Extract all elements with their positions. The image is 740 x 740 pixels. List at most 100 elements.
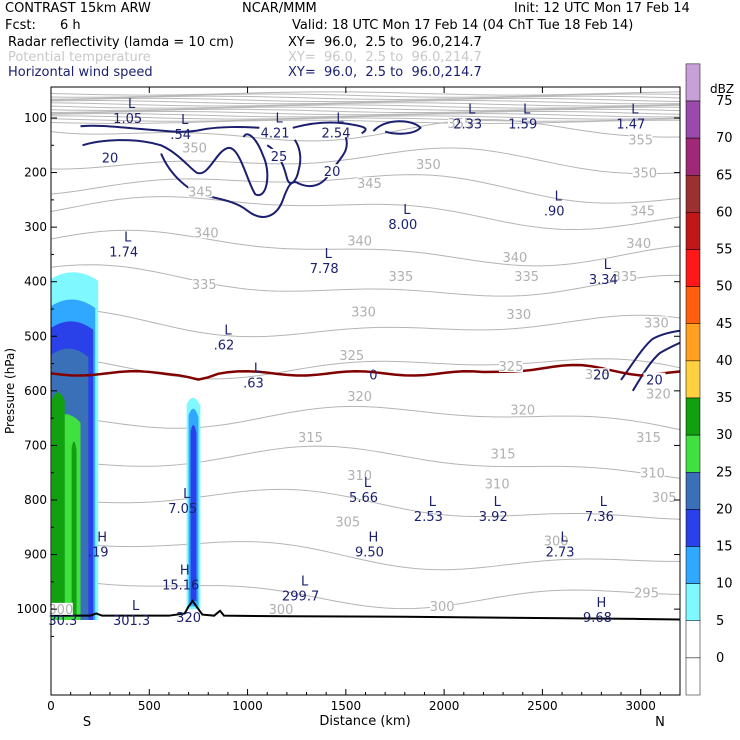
extremum-value: 0	[369, 368, 377, 383]
theta-label-bg	[630, 204, 655, 217]
colorbar-swatch	[685, 509, 701, 547]
colorbar-label: 55	[716, 243, 733, 258]
extremum-type: L	[403, 203, 411, 218]
extremum-type: L	[124, 231, 132, 246]
extremum-value: 7.36	[585, 510, 614, 525]
extremum-type: L	[336, 112, 344, 127]
extremum-type: L	[494, 495, 502, 510]
theta-label-bg	[188, 185, 213, 198]
theta-contours	[51, 91, 680, 610]
theta-label: 310	[485, 477, 510, 492]
colorbar-swatch	[685, 546, 701, 584]
zero-degree-line	[51, 363, 680, 381]
extremum-type: L	[181, 113, 189, 128]
extremum-value: 301.3	[113, 614, 150, 629]
colorbar-swatch	[685, 212, 701, 250]
theta-label: 315	[298, 431, 323, 446]
y-tick-label: 700	[24, 438, 47, 452]
y-tick-label: 500	[24, 329, 47, 343]
extremum-value: 2.54	[322, 127, 351, 142]
extremum-value: 1.47	[616, 117, 645, 132]
theta-label: 310	[347, 469, 372, 484]
zero-isotherm	[51, 363, 680, 381]
extremum-value: .54	[170, 128, 191, 143]
extremum-value: 2.33	[453, 117, 482, 132]
theta-label: 305	[335, 516, 360, 531]
extremum-type: L	[600, 495, 608, 510]
theta-label: 350	[416, 158, 441, 173]
extremum-type: H	[597, 596, 607, 611]
init-time: Init: 12 UTC Mon 17 Feb 14	[514, 1, 690, 16]
colorbar-label: 50	[716, 280, 733, 295]
colorbar-swatch	[685, 583, 701, 621]
y-tick-label: 900	[24, 548, 47, 562]
extremum-type: L	[254, 361, 262, 376]
theta-label: 300	[544, 535, 569, 550]
extremum-value: 320	[176, 611, 201, 626]
theta-label-bg	[182, 141, 207, 154]
reflectivity-30	[51, 392, 65, 615]
theta-contour-upper	[51, 106, 680, 111]
theta-label: 335	[192, 278, 217, 293]
theta-label: 295	[634, 586, 659, 601]
contour-labels: 3553553503503503453453453403403403403353…	[48, 97, 676, 629]
theta-contour	[51, 405, 680, 431]
theta-label-bg	[636, 430, 661, 443]
theta-contour	[51, 541, 680, 571]
theta-label-bg	[502, 250, 527, 263]
theta-label-bg	[585, 368, 610, 381]
theta-label-bg	[416, 158, 441, 171]
extremum-type: H	[180, 563, 190, 578]
theta-contour-upper	[51, 119, 680, 124]
wind-contour-2	[372, 120, 422, 135]
y-tick-label: 600	[24, 384, 47, 398]
theta-contour-upper	[51, 113, 680, 118]
extremum-value: .62	[214, 338, 235, 353]
extremum-value: 15.16	[162, 578, 199, 593]
wind-label-bg	[98, 150, 121, 164]
theta-label-bg	[430, 600, 455, 613]
theta-label: 355	[447, 117, 472, 132]
extremum-value: 9.50	[355, 546, 384, 561]
x-tick-label: 1500	[331, 699, 362, 713]
extremum-value: 30.3	[48, 614, 77, 629]
terrain	[51, 599, 680, 621]
y-tick-label: 300	[24, 220, 47, 234]
extremum-type: L	[275, 112, 283, 127]
colorbar-label: 70	[716, 131, 733, 146]
theta-label: 340	[502, 251, 527, 266]
colorbar-label: 45	[716, 317, 733, 332]
colorbar-label: 25	[716, 465, 733, 480]
colorbar-label: 65	[716, 168, 733, 183]
theta-contour	[51, 577, 680, 610]
extremum-type: H	[97, 531, 107, 546]
colorbar-bottom	[685, 657, 701, 696]
end-label-north: N	[655, 715, 665, 730]
theta-label: 305	[652, 491, 677, 506]
wind-contour-3	[82, 133, 269, 197]
colorbar-label: 5	[716, 614, 724, 629]
theta-label: 325	[585, 368, 610, 383]
extremum-value: 7.05	[168, 502, 197, 517]
model-title: CONTRAST 15km ARW	[5, 1, 151, 16]
theta-label-bg	[544, 534, 569, 547]
theta-contour	[51, 196, 680, 231]
theta-label: 335	[388, 270, 413, 285]
wind-label: 20	[646, 374, 663, 389]
y-tick-label: 1000	[16, 602, 47, 616]
theta-label-bg	[628, 133, 653, 146]
theta-label: 320	[510, 404, 535, 419]
reflectivity-15b	[190, 425, 197, 601]
extremum-type: L	[364, 476, 372, 491]
colorbar-swatch	[685, 63, 701, 102]
wind-label: 25	[271, 150, 288, 165]
x-tick-label: 500	[138, 699, 161, 713]
field-name-theta: Potential temperature	[8, 50, 151, 65]
extremum-value: 20	[593, 368, 610, 383]
theta-label-bg	[347, 469, 372, 482]
x-tick-label: 2500	[527, 699, 558, 713]
theta-label-bg	[491, 447, 516, 460]
wind-label-bg	[643, 372, 666, 386]
